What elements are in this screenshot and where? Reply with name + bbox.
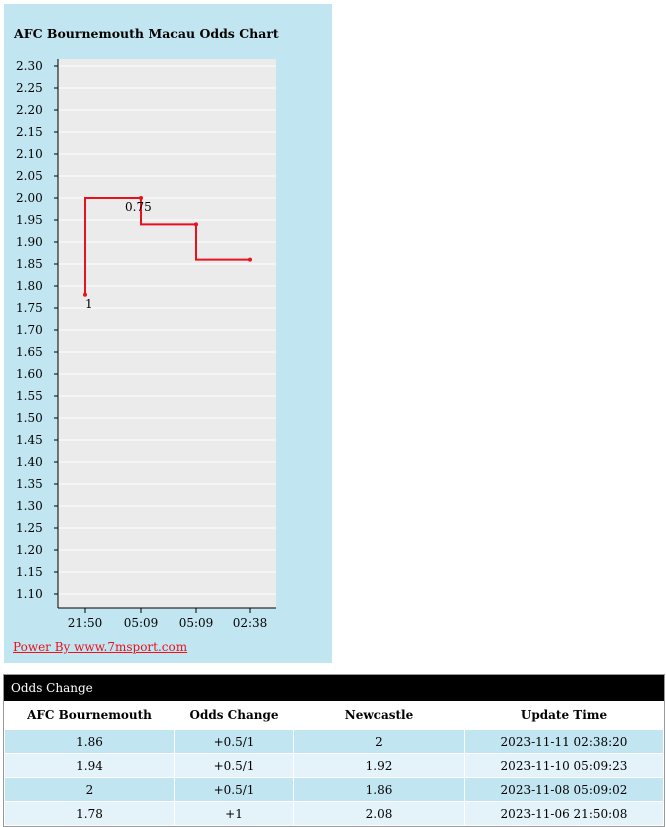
column-header-odds-change: Odds Change [174,701,294,730]
y-tick-label: 2.05 [16,169,43,183]
y-tick-label: 2.15 [16,125,43,139]
chart-title: AFC Bournemouth Macau Odds Chart [14,26,279,41]
away-odds-cell: 1.86 [293,777,465,802]
y-tick-label: 1.10 [16,587,43,601]
y-tick-label: 2.30 [16,59,43,73]
column-header-home: AFC Bournemouth [4,701,175,730]
odds-change-cell: +0.5/1 [174,777,294,802]
y-tick-label: 1.50 [16,411,43,425]
y-tick-label: 1.85 [16,257,43,271]
data-point [139,196,143,200]
power-by-link[interactable]: Power By www.7msport.com [13,640,188,654]
y-tick-label: 1.75 [16,301,43,315]
table-header-row: AFC Bournemouth Odds Change Newcastle Up… [4,701,664,730]
point-label: 0.75 [125,200,152,214]
odds-chart-panel: 2.30 2.25 2.20 2.15 2.10 2.05 2.00 1.95 1.90 1.85… [4,4,332,663]
y-tick-label: 1.80 [16,279,43,293]
y-tick-label: 1.40 [16,455,43,469]
data-point [83,292,87,297]
y-tick-label: 1.20 [16,543,43,557]
table-row: 2 +0.5/1 1.86 2023-11-08 05:09:02 [4,777,664,802]
x-tick-label: 05:09 [124,616,159,630]
update-time-cell: 2023-11-10 05:09:23 [464,753,664,778]
odds-line [84,197,250,295]
update-time-cell: 2023-11-08 05:09:02 [464,777,664,802]
y-tick-label: 1.30 [16,499,43,513]
away-odds-cell: 1.92 [293,753,465,778]
y-tick-label: 1.95 [16,213,43,227]
odds-change-cell: +0.5/1 [174,729,294,754]
y-tick-label: 1.70 [16,323,43,337]
y-tick-label: 1.25 [16,521,43,535]
point-label: 1 [85,297,93,311]
y-tick-label: 1.55 [16,389,43,403]
data-point [194,222,198,227]
away-odds-cell: 2 [293,729,465,754]
y-tick-label: 1.60 [16,367,43,381]
y-tick-label: 2.10 [16,147,43,161]
x-tick-label: 05:09 [179,616,214,630]
table-row: 1.94 +0.5/1 1.92 2023-11-10 05:09:23 [4,753,664,778]
column-header-update-time: Update Time [464,701,664,730]
y-tick-label: 1.90 [16,235,43,249]
y-tick-label: 1.45 [16,433,43,447]
odds-change-table: AFC Bournemouth Odds Change Newcastle Up… [4,701,664,826]
y-tick-label: 2.20 [16,103,43,117]
y-tick-label: 1.65 [16,345,43,359]
x-tick-label: 21:50 [68,616,103,630]
home-odds-cell: 1.86 [4,729,175,754]
odds-change-section: Odds Change AFC Bournemouth Odds Change … [3,674,665,827]
update-time-cell: 2023-11-11 02:38:20 [464,729,664,754]
plot-area [58,59,276,608]
table-row: 1.86 +0.5/1 2 2023-11-11 02:38:20 [4,729,664,754]
y-tick-label: 2.00 [16,191,43,205]
x-tick-label: 02:38 [233,616,268,630]
odds-change-header: Odds Change [4,675,664,701]
y-tick-label: 1.15 [16,565,43,579]
column-header-away: Newcastle [293,701,465,730]
y-tick-label: 2.25 [16,81,43,95]
home-odds-cell: 2 [4,777,175,802]
odds-change-cell: +0.5/1 [174,753,294,778]
y-tick-label: 1.35 [16,477,43,491]
data-point [248,257,252,262]
odds-chart: 2.30 2.25 2.20 2.15 2.10 2.05 2.00 1.95 1.90 1.85… [16,59,276,630]
home-odds-cell: 1.94 [4,753,175,778]
